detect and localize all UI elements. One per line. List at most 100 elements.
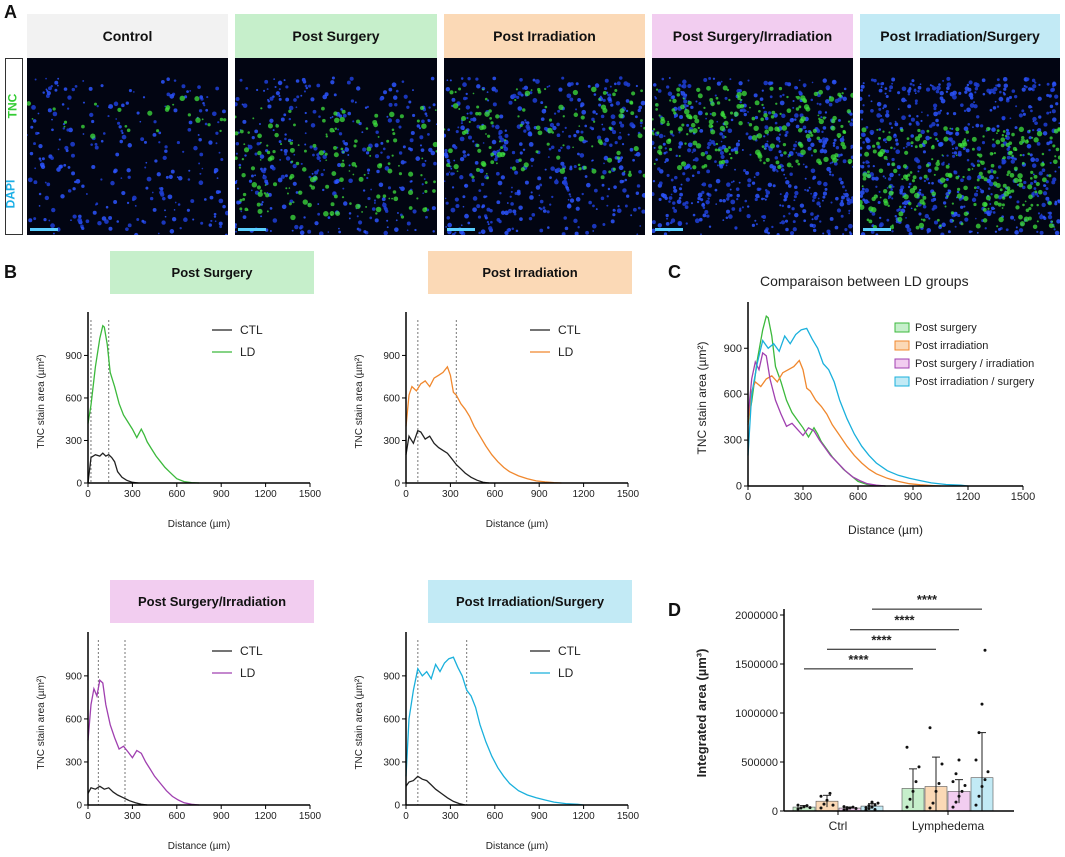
tnc-dot bbox=[910, 141, 914, 145]
tnc-dot bbox=[788, 154, 791, 157]
tnc-dot bbox=[250, 166, 256, 171]
nucleus-dot bbox=[774, 156, 779, 160]
tnc-dot bbox=[893, 168, 898, 174]
nucleus-dot bbox=[996, 124, 1000, 128]
scale-bar bbox=[863, 228, 891, 231]
nucleus-dot bbox=[173, 209, 176, 211]
y-tick-label: 1000000 bbox=[735, 708, 778, 720]
nucleus-dot bbox=[141, 219, 145, 223]
nucleus-dot bbox=[1005, 228, 1009, 232]
tnc-dot bbox=[749, 106, 751, 109]
data-point bbox=[980, 785, 984, 788]
nucleus-dot bbox=[747, 79, 750, 82]
nucleus-dot bbox=[565, 186, 570, 190]
x-tick-label: 1500 bbox=[617, 489, 640, 500]
nucleus-dot bbox=[314, 221, 319, 226]
nucleus-dot bbox=[561, 76, 565, 80]
data-point bbox=[928, 806, 932, 810]
nucleus-dot bbox=[374, 218, 379, 223]
x-tick-label: 300 bbox=[124, 811, 141, 822]
tnc-dot bbox=[681, 161, 684, 164]
nucleus-dot bbox=[843, 87, 847, 91]
nucleus-dot bbox=[591, 159, 594, 162]
nucleus-dot bbox=[91, 119, 95, 124]
nucleus-dot bbox=[784, 219, 789, 223]
nucleus-dot bbox=[736, 193, 740, 198]
nucleus-dot bbox=[67, 189, 72, 193]
tnc-dot bbox=[1028, 129, 1031, 132]
tnc-dot bbox=[862, 176, 867, 181]
nucleus-dot bbox=[284, 133, 287, 136]
tnc-dot bbox=[810, 133, 814, 137]
comparison-chart-title: Comparaison between LD groups bbox=[760, 273, 969, 289]
micrograph-control bbox=[27, 58, 228, 235]
nucleus-dot bbox=[691, 151, 694, 154]
x-tick-label: 300 bbox=[794, 491, 812, 503]
nucleus-dot bbox=[447, 222, 452, 228]
nucleus-dot bbox=[157, 232, 160, 235]
nucleus-dot bbox=[530, 191, 533, 194]
tnc-dot bbox=[257, 208, 263, 215]
nucleus-dot bbox=[96, 105, 99, 108]
legend-label: Post irradiation / surgery bbox=[915, 376, 1035, 388]
data-point bbox=[917, 765, 921, 769]
tnc-dot bbox=[93, 102, 98, 106]
nucleus-dot bbox=[347, 154, 350, 156]
nucleus-dot bbox=[988, 181, 994, 187]
nucleus-dot bbox=[288, 105, 294, 111]
significance-label: **** bbox=[894, 613, 915, 628]
tnc-dot bbox=[382, 194, 387, 198]
nucleus-dot bbox=[809, 223, 814, 228]
tnc-dot bbox=[524, 90, 531, 97]
nucleus-dot bbox=[581, 192, 584, 196]
nucleus-dot bbox=[824, 187, 828, 191]
nucleus-dot bbox=[127, 143, 132, 148]
tnc-dot bbox=[1022, 203, 1025, 207]
tnc-dot bbox=[376, 194, 381, 199]
nucleus-dot bbox=[446, 79, 449, 82]
tnc-dot bbox=[719, 125, 726, 132]
nucleus-dot bbox=[450, 172, 454, 176]
tnc-dot bbox=[81, 124, 85, 129]
tnc-dot bbox=[982, 218, 988, 223]
tnc-dot bbox=[871, 196, 876, 202]
tnc-dot bbox=[800, 149, 806, 156]
nucleus-dot bbox=[34, 78, 37, 81]
tnc-dot bbox=[339, 116, 345, 123]
nucleus-dot bbox=[907, 185, 911, 189]
x-tick-label: 300 bbox=[124, 489, 141, 500]
nucleus-dot bbox=[992, 91, 996, 95]
nucleus-dot bbox=[755, 223, 758, 226]
nucleus-dot bbox=[242, 103, 248, 108]
nucleus-dot bbox=[575, 82, 579, 86]
nucleus-dot bbox=[362, 189, 366, 192]
tnc-dot bbox=[739, 99, 742, 102]
nucleus-dot bbox=[198, 109, 203, 113]
nucleus-dot bbox=[566, 93, 572, 99]
nucleus-dot bbox=[216, 177, 219, 180]
tnc-dot bbox=[982, 207, 987, 212]
tnc-dot bbox=[391, 197, 393, 200]
nucleus-dot bbox=[879, 222, 884, 227]
tnc-dot bbox=[421, 123, 427, 129]
nucleus-dot bbox=[641, 193, 645, 198]
nucleus-dot bbox=[785, 227, 789, 232]
nucleus-dot bbox=[998, 227, 1001, 231]
data-point bbox=[802, 805, 806, 809]
nucleus-dot bbox=[311, 172, 314, 175]
nucleus-dot bbox=[1018, 228, 1024, 233]
nucleus-dot bbox=[886, 218, 890, 222]
tnc-dot bbox=[495, 114, 500, 119]
nucleus-dot bbox=[435, 123, 437, 126]
nucleus-dot bbox=[763, 197, 765, 200]
nucleus-dot bbox=[716, 120, 719, 123]
nucleus-dot bbox=[89, 112, 94, 118]
nucleus-dot bbox=[841, 195, 845, 200]
nucleus-dot bbox=[700, 233, 702, 235]
nucleus-dot bbox=[278, 140, 282, 143]
tnc-dot bbox=[925, 163, 930, 168]
nucleus-dot bbox=[347, 111, 352, 116]
tnc-dot bbox=[710, 125, 714, 128]
